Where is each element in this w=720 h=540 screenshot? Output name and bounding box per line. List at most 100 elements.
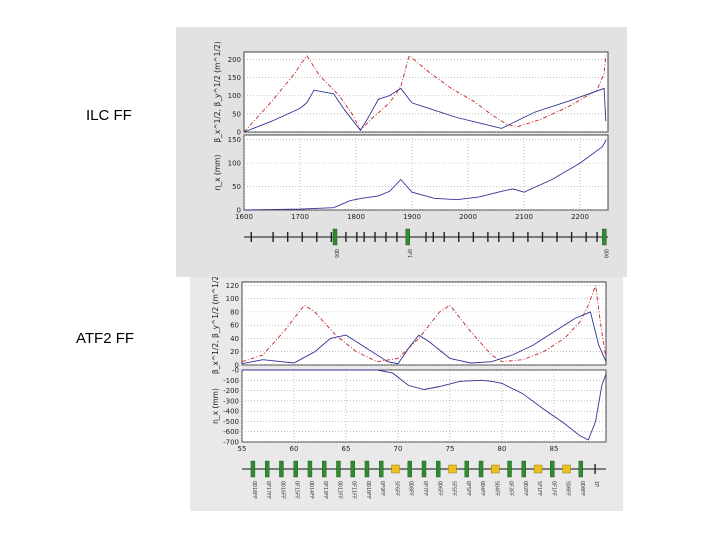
ilc-beta-series-0 [243, 54, 607, 133]
atf2-quadrupole [507, 460, 512, 478]
atf2-element-label: QF15FF [294, 481, 300, 499]
atf2-element-label: QF7FF [422, 481, 428, 496]
atf2-eta-ytick-label: -400 [223, 408, 239, 416]
ilc-beta-ytick-label: 100 [228, 92, 241, 100]
atf2-quadrupole [250, 460, 256, 478]
ilc-eta-xtick-label: 1800 [347, 213, 365, 221]
atf2-beta-ylabel: β_x^1/2, β_y^1/2 (m^1/2) [211, 277, 220, 374]
atf2-quadrupole [336, 460, 341, 478]
atf2-element-label: QD14FF [308, 481, 314, 499]
atf2-element-label: QD16FF [279, 481, 285, 499]
atf2-element-label: QF11FF [351, 481, 357, 499]
atf2-quadrupole [322, 460, 327, 478]
ilc-beta-ytick-label: 50 [232, 110, 241, 118]
atf2-beta-ytick-label: 60 [230, 322, 239, 330]
atf2-eta-xtick-label: 70 [394, 445, 403, 453]
atf2-eta-ytick-label: -500 [223, 418, 239, 426]
atf2-eta-ytick-label: -700 [223, 439, 239, 447]
ilc-eta-xtick-label: 2200 [571, 213, 589, 221]
atf2-eta-ytick-label: -300 [223, 397, 239, 405]
atf2-quadrupole [407, 460, 412, 478]
atf2-quadrupole [379, 460, 384, 478]
atf2-quadrupole [421, 460, 427, 478]
atf2-eta-xtick-label: 55 [238, 445, 247, 453]
ilc-beta-series-1 [243, 87, 607, 133]
atf2-element-label: SD0FF [565, 481, 571, 496]
atf2-element-label: QD18FF [251, 481, 257, 499]
atf2-beta-plot: 0 20 40 60 80 100 120 β_x^1/2, β_y^1/2 (m^1/2) [211, 277, 607, 374]
atf2-quadrupole [478, 460, 484, 478]
atf2-quadrupole [521, 460, 526, 478]
atf2-element-label: QF9FF [379, 481, 385, 496]
ilc-beta-ytick-label: 200 [228, 56, 241, 64]
ilc-eta-xtick-label: 2000 [459, 213, 477, 221]
atf2-bend [448, 464, 457, 474]
ilc-lattice: QD6 QF1 QD0 [244, 228, 608, 258]
atf2-element-label: QF3FF [508, 481, 514, 496]
atf2-bend [391, 464, 400, 474]
atf2-element-label: SF6FF [393, 481, 399, 496]
ilc-eta-plot: 0 50 100 150 1600 1700 1800 1900 2000 2100 2200 η_x… [213, 134, 609, 221]
atf2-element-label: IP [593, 481, 599, 487]
atf2-eta-frame [241, 369, 607, 443]
ilc-eta-ytick-label: 50 [232, 183, 241, 191]
atf2-eta-ylabel: η_x (mm) [211, 388, 220, 424]
atf2-quadrupole [264, 460, 270, 478]
atf2-ff-label: ATF2 FF [76, 330, 135, 347]
atf2-beta-ytick-label: 0 [235, 362, 239, 370]
atf2-eta-ytick-label: -600 [223, 428, 239, 436]
atf2-element-label: SF5FF [451, 481, 457, 496]
ilc-element-label: QD6 [333, 249, 339, 258]
atf2-quadrupole [293, 460, 298, 478]
atf2-element-label: QF13FF [322, 481, 328, 499]
atf2-beta-series-1 [241, 311, 607, 365]
atf2-beta-ytick-label: 100 [226, 295, 239, 303]
ilc-beta-ylabel: β_x^1/2, β_y^1/2 (m^1/2) [213, 41, 222, 142]
atf2-element-label: QD8FF [408, 481, 414, 496]
ilc-beta-ytick-label: 0 [237, 129, 241, 137]
ilc-quadrupole [332, 228, 338, 246]
atf2-beta-ytick-label: 20 [230, 348, 239, 356]
atf2-quadrupole [550, 460, 555, 478]
atf2-quadrupole [350, 460, 355, 478]
atf2-quadrupole [307, 460, 313, 478]
ilc-eta-series-0 [243, 139, 607, 211]
ilc-eta-ylabel: η_x (mm) [213, 155, 222, 191]
atf2-eta-xtick-label: 75 [446, 445, 455, 453]
atf2-bend [491, 464, 500, 474]
atf2-element-label: SD4FF [493, 481, 499, 496]
ilc-beta-plot: 0 50 100 150 200 β_x^1/2, β_y^1/2 (m^1/2) [213, 41, 609, 143]
atf2-eta-ytick-label: -0 [232, 367, 239, 375]
ilc-eta-frame [243, 134, 609, 211]
atf2-eta-xtick-label: 80 [498, 445, 507, 453]
ilc-eta-xtick-label: 1600 [235, 213, 253, 221]
atf2-quadrupole [436, 460, 441, 478]
atf2-quadrupole [279, 460, 284, 478]
ilc-eta-xtick-label: 1700 [291, 213, 309, 221]
atf2-eta-ytick-label: -200 [223, 387, 239, 395]
ilc-quadrupole [602, 228, 607, 246]
atf2-eta-series-0 [242, 369, 607, 441]
ilc-eta-ytick-label: 0 [237, 207, 241, 215]
ilc-eta-xtick-label: 2100 [515, 213, 533, 221]
atf2-bend [533, 464, 543, 474]
atf2-element-label: QD10FF [365, 481, 371, 499]
atf2-ff-optics-panel: 0 20 40 60 80 100 120 β_x^1/2, β_y^1/2 (m^1/2) -… [190, 277, 623, 511]
atf2-element-label: QD12FF [336, 481, 342, 499]
atf2-element-label: QD0FF [579, 481, 585, 496]
atf2-quadrupole [464, 460, 469, 478]
ilc-beta-frame [243, 51, 609, 133]
ilc-beta-ytick-label: 150 [228, 74, 241, 82]
atf2-quadrupole [364, 460, 370, 478]
ilc-quadrupole [405, 228, 411, 246]
ilc-eta-xtick-label: 1900 [403, 213, 421, 221]
ilc-ff-optics-panel: 0 50 100 150 200 β_x^1/2, β_y^1/2 (m^1/2) 0 50 1… [176, 27, 627, 277]
atf2-lattice: QD18FF QF17FF QD16FF QF15FF QD14FF QF13FF QD12… [242, 460, 606, 499]
ilc-ff-label: ILC FF [86, 107, 132, 124]
atf2-quadrupole [578, 460, 584, 478]
atf2-beta-ytick-label: 80 [230, 308, 239, 316]
atf2-beta-series-0 [241, 285, 607, 363]
atf2-eta-xtick-label: 65 [342, 445, 351, 453]
